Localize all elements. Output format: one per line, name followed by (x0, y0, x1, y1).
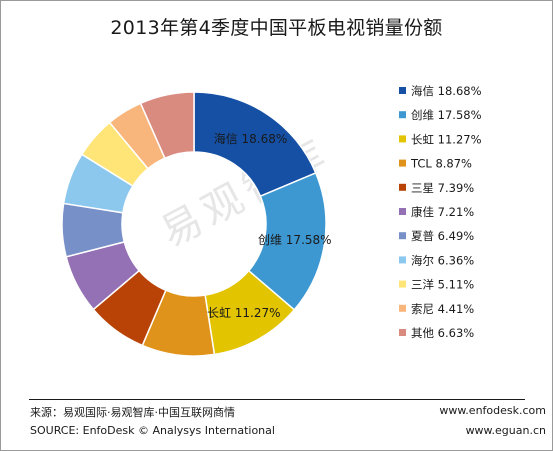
legend-label: TCL 8.87% (410, 157, 472, 171)
slice-data-label: 创维 17.58% (258, 233, 332, 247)
legend-swatch (399, 135, 406, 143)
legend-swatch (399, 183, 406, 191)
legend-label: 海信 18.68% (411, 84, 482, 98)
legend-swatch (399, 304, 406, 312)
legend-swatch (399, 329, 406, 336)
source-en: SOURCE: EnfoDesk © Analysys Internationa… (30, 424, 275, 437)
legend-swatch (399, 208, 406, 215)
legend-label: 长虹 11.27% (411, 132, 482, 146)
url-eguan[interactable]: www.eguan.cn (465, 424, 546, 437)
legend-label: 其他 6.63% (411, 326, 474, 340)
legend-label: 索尼 4.41% (411, 302, 474, 316)
slice-1 (193, 91, 317, 198)
slice-data-label: 海信 18.68% (214, 131, 288, 146)
url-enfodesk[interactable]: www.enfodesk.com (439, 404, 546, 417)
legend-swatch (399, 87, 406, 94)
legend-label: 夏普 6.49% (411, 229, 474, 243)
chart-title: 2013年第4季度中国平板电视销量份额 (110, 17, 443, 39)
legend-swatch (399, 111, 406, 119)
legend-swatch (399, 280, 406, 288)
footer-divider (29, 399, 525, 400)
legend-label: 海尔 6.36% (411, 253, 474, 267)
legend-swatch (399, 232, 406, 240)
legend-label: 三洋 5.11% (411, 278, 474, 292)
legend-label: 创维 17.58% (411, 108, 482, 122)
slice-data-label: 长虹 11.27% (207, 306, 281, 320)
legend-swatch (399, 256, 406, 264)
source-cn: 来源：易观国际·易观智库·中国互联网商情 (30, 406, 235, 419)
slice-11 (139, 91, 195, 160)
legend-label: 康佳 7.21% (411, 205, 474, 219)
legend-swatch (399, 159, 406, 167)
legend-label: 三星 7.39% (411, 181, 474, 195)
